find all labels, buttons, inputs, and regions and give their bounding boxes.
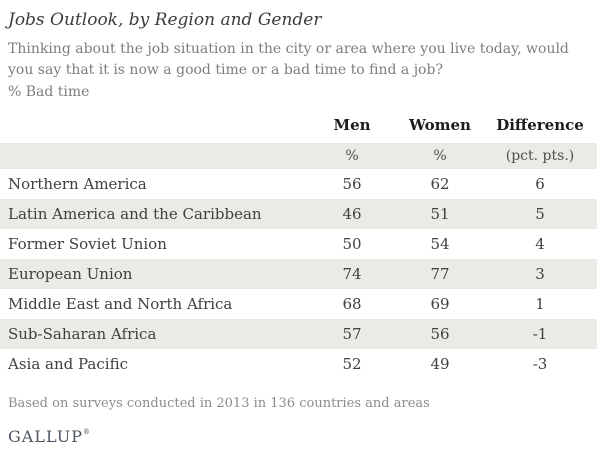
survey-question-text: Thinking about the job situation in the … [8,41,569,78]
difference-value: -3 [532,355,548,373]
men-value: 52 [342,355,362,373]
registered-trademark-icon: ® [82,428,90,436]
region-label: Former Soviet Union [8,235,167,253]
table-row: Asia and Pacific 52 49 -3 [0,349,597,379]
gallup-logo: GALLUP® [8,427,599,446]
difference-value: 3 [535,265,545,283]
men-value: 50 [342,235,362,253]
table-row: Sub-Saharan Africa 57 56 -1 [0,319,597,349]
women-value: 49 [430,355,450,373]
table-header-row: Men Women Difference [0,116,597,143]
gallup-logo-text: GALLUP [8,427,83,446]
men-value: 56 [342,175,362,193]
jobs-outlook-table: Men Women Difference % % (pct. pts.) Nor… [0,116,597,379]
region-label: Middle East and North Africa [8,295,233,313]
men-value: 74 [342,265,362,283]
column-header-women: Women [409,116,471,134]
difference-value: 4 [535,235,545,253]
men-value: 68 [342,295,362,313]
men-value: 46 [342,205,362,223]
region-label: Sub-Saharan Africa [8,325,157,343]
women-value: 69 [430,295,450,313]
column-header-region-empty [0,116,307,143]
region-label: Latin America and the Caribbean [8,205,262,223]
column-header-difference: Difference [496,116,584,134]
difference-value: 1 [535,295,545,313]
table-row: European Union 74 77 3 [0,259,597,289]
units-cell-difference: (pct. pts.) [483,143,597,169]
women-value: 51 [430,205,450,223]
units-cell-women: % [397,143,483,169]
women-value: 56 [430,325,450,343]
women-value: 54 [430,235,450,253]
measure-label: % Bad time [8,84,90,100]
table-units-row: % % (pct. pts.) [0,143,597,169]
difference-value: 5 [535,205,545,223]
page-title: Jobs Outlook, by Region and Gender [8,10,322,30]
gallup-table-figure: Jobs Outlook, by Region and Gender Think… [0,9,607,446]
region-label: European Union [8,265,133,283]
men-value: 57 [342,325,362,343]
units-cell-empty [0,143,307,169]
units-cell-men: % [307,143,397,169]
women-value: 77 [430,265,450,283]
region-label: Asia and Pacific [8,355,128,373]
region-label: Northern America [8,175,147,193]
difference-value: -1 [532,325,548,343]
survey-footnote: Based on surveys conducted in 2013 in 13… [8,396,430,411]
table-row: Former Soviet Union 50 54 4 [0,229,597,259]
table-row: Middle East and North Africa 68 69 1 [0,289,597,319]
difference-value: 6 [535,175,545,193]
table-row: Latin America and the Caribbean 46 51 5 [0,199,597,229]
table-row: Northern America 56 62 6 [0,169,597,199]
women-value: 62 [430,175,450,193]
column-header-men: Men [333,116,371,134]
